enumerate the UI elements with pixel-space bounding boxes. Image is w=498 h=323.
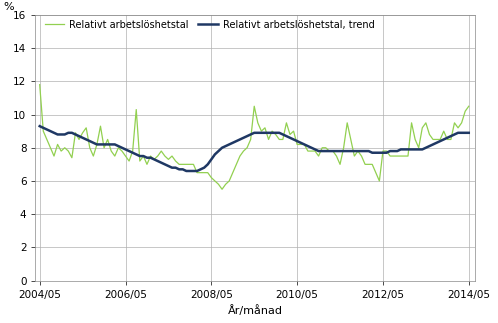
Relativt arbetslöshetstal, trend	[183, 169, 189, 173]
Line: Relativt arbetslöshetstal: Relativt arbetslöshetstal	[40, 85, 469, 189]
Relativt arbetslöshetstal, trend	[308, 146, 314, 150]
Relativt arbetslöshetstal	[37, 83, 43, 87]
Y-axis label: %: %	[3, 2, 14, 12]
Relativt arbetslöshetstal	[223, 182, 229, 186]
Relativt arbetslöshetstal, trend	[37, 124, 43, 128]
Relativt arbetslöshetstal	[330, 149, 336, 153]
Relativt arbetslöshetstal, trend	[223, 144, 229, 148]
Relativt arbetslöshetstal, trend	[466, 131, 472, 135]
Line: Relativt arbetslöshetstal, trend: Relativt arbetslöshetstal, trend	[40, 126, 469, 171]
Relativt arbetslöshetstal	[308, 149, 314, 153]
Relativt arbetslöshetstal, trend	[330, 149, 336, 153]
Relativt arbetslöshetstal	[466, 104, 472, 108]
Relativt arbetslöshetstal, trend	[441, 138, 447, 141]
Relativt arbetslöshetstal	[441, 129, 447, 133]
Relativt arbetslöshetstal, trend	[80, 136, 86, 140]
Relativt arbetslöshetstal	[80, 131, 86, 135]
Relativt arbetslöshetstal	[219, 187, 225, 191]
Relativt arbetslöshetstal	[137, 159, 143, 163]
Relativt arbetslöshetstal, trend	[137, 154, 143, 158]
X-axis label: År/månad: År/månad	[228, 305, 283, 316]
Legend: Relativt arbetslöshetstal, Relativt arbetslöshetstal, trend: Relativt arbetslöshetstal, Relativt arbe…	[45, 20, 374, 30]
